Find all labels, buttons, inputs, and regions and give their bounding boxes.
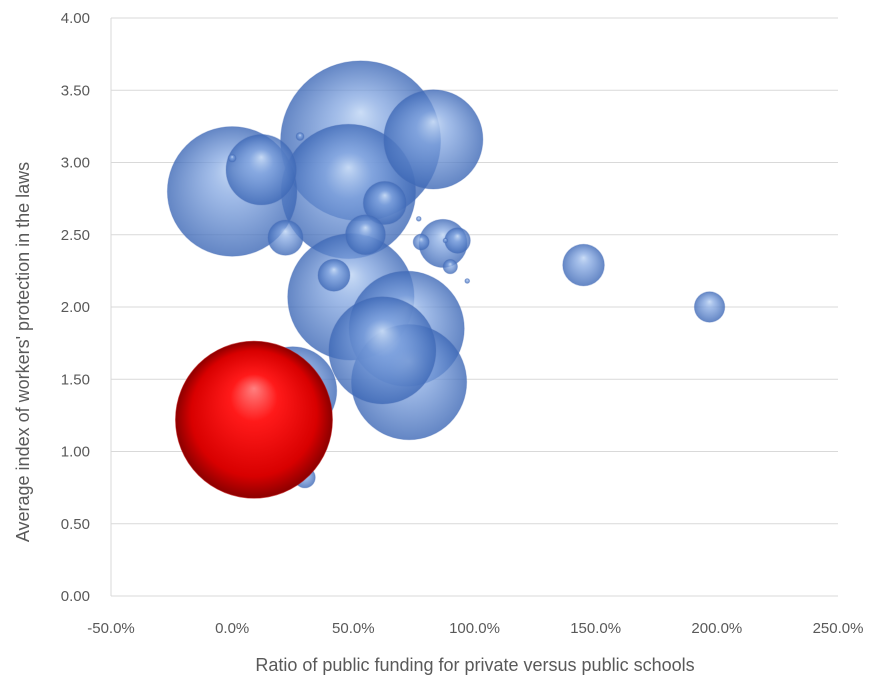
x-tick-label: 200.0%: [691, 620, 742, 637]
x-tick-label: 150.0%: [570, 620, 621, 637]
x-tick-label: 100.0%: [449, 620, 500, 637]
data-bubble: [295, 131, 305, 141]
x-tick-label: 0.0%: [215, 620, 249, 637]
x-axis-title: Ratio of public funding for private vers…: [255, 655, 694, 675]
data-bubble: [225, 134, 297, 206]
data-bubble: [383, 89, 484, 190]
y-tick-label: 3.00: [61, 155, 90, 172]
highlight-bubble: [175, 340, 333, 499]
y-tick-label: 0.00: [61, 588, 90, 605]
data-bubble: [344, 214, 386, 256]
data-bubble: [317, 258, 351, 292]
y-tick-label: 2.50: [61, 227, 90, 244]
gridlines: [110, 17, 838, 597]
x-tick-label: -50.0%: [87, 620, 135, 637]
y-tick-label: 2.00: [61, 299, 90, 316]
x-tick-label: 50.0%: [332, 620, 375, 637]
data-bubble: [412, 233, 430, 251]
data-bubble: [444, 227, 471, 254]
data-bubble: [562, 243, 605, 287]
data-bubble: [442, 258, 458, 275]
data-bubble: [362, 180, 407, 226]
data-bubble: [464, 278, 471, 284]
data-bubble: [227, 153, 237, 163]
y-tick-label: 0.50: [61, 516, 90, 533]
bubbles: [166, 60, 726, 499]
y-tick-label: 1.50: [61, 371, 90, 388]
data-bubble: [442, 237, 449, 244]
y-tick-label: 1.00: [61, 444, 90, 461]
data-bubble: [693, 291, 726, 323]
data-bubble: [415, 215, 422, 222]
y-axis-title: Average index of workers' protection in …: [13, 162, 33, 542]
data-bubble: [267, 219, 304, 256]
x-tick-label: 250.0%: [813, 620, 864, 637]
tick-labels: 0.00 0.50 1.00 1.50 2.00 2.50 3.00 3.50 4.00 -50.…: [61, 10, 864, 637]
y-tick-label: 4.00: [61, 10, 90, 27]
y-tick-label: 3.50: [61, 82, 90, 99]
data-bubble: [328, 296, 437, 405]
